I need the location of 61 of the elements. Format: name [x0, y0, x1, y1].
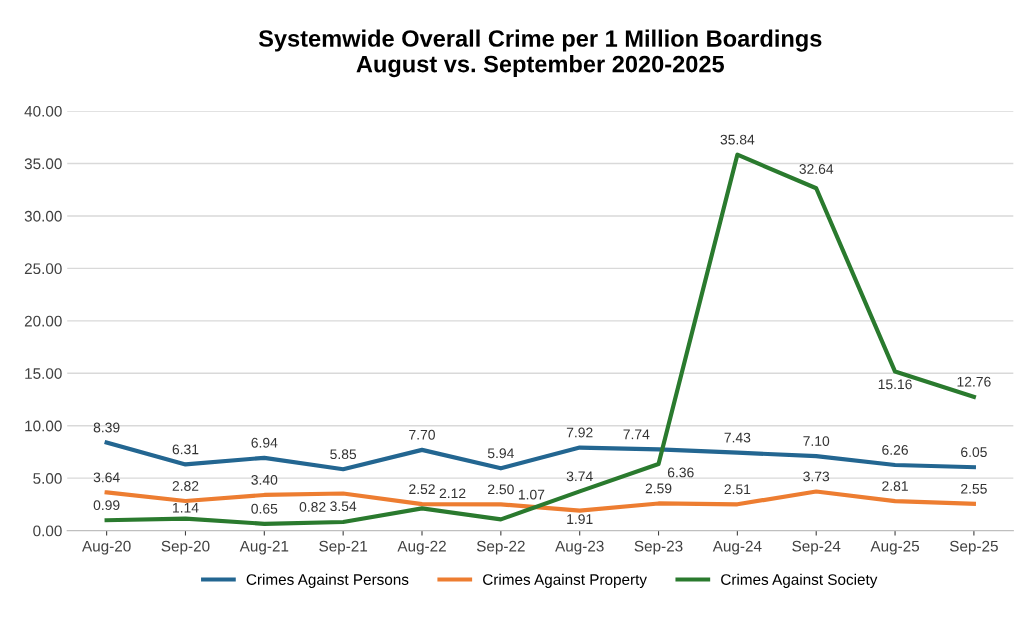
data-label: 2.81 — [882, 481, 908, 491]
data-label: 12.76 — [957, 376, 991, 387]
y-tick-label: 5.00 — [33, 473, 62, 484]
data-label: 3.40 — [251, 474, 278, 485]
data-label: 0.65 — [251, 503, 278, 514]
data-label: 3.54 — [330, 501, 357, 512]
x-tick-label: Sep-20 — [161, 540, 210, 555]
data-label: 6.26 — [882, 444, 908, 455]
y-tick-label: 20.00 — [24, 315, 62, 327]
x-tick-label: Aug-22 — [397, 540, 446, 555]
data-label: 0.99 — [93, 500, 120, 511]
x-tick-label: Aug-20 — [82, 540, 131, 555]
legend-label: Crimes Against Society — [721, 573, 878, 588]
data-label: 5.85 — [330, 449, 357, 460]
data-label: 15.16 — [878, 379, 912, 390]
data-label: 7.74 — [623, 429, 650, 440]
legend-label: Crimes Against Property — [483, 573, 647, 588]
x-tick-label: Sep-22 — [476, 540, 525, 555]
x-tick-label: Aug-23 — [555, 540, 604, 555]
data-label: 7.43 — [724, 432, 751, 443]
data-label: 2.12 — [439, 488, 466, 499]
data-label: 7.92 — [566, 427, 593, 438]
data-label: 1.07 — [518, 489, 545, 500]
data-label: 3.64 — [93, 472, 120, 483]
y-tick-label: 15.00 — [25, 368, 62, 379]
data-label: 6.94 — [251, 437, 278, 448]
data-label: 1.91 — [567, 514, 593, 525]
x-tick-label: Sep-23 — [634, 540, 683, 555]
y-tick-label: 0.00 — [33, 525, 62, 537]
y-tick-label: 30.00 — [24, 210, 62, 222]
data-label: 3.74 — [566, 471, 593, 482]
data-label: 32.64 — [799, 164, 834, 174]
data-label: 5.94 — [487, 448, 514, 459]
data-label: 6.36 — [667, 467, 694, 478]
data-label: 2.51 — [724, 484, 751, 495]
y-tick-label: 10.00 — [25, 420, 62, 432]
data-label: 2.52 — [409, 484, 435, 495]
y-tick-label: 40.00 — [24, 105, 62, 117]
y-tick-label: 35.00 — [24, 158, 62, 170]
data-label: 1.14 — [173, 502, 199, 513]
x-tick-label: Sep-24 — [792, 540, 841, 555]
data-label: 6.05 — [961, 447, 987, 457]
data-label: 2.55 — [961, 483, 987, 494]
data-label: 0.82 — [299, 502, 326, 512]
legend-label: Crimes Against Persons — [246, 573, 409, 588]
x-tick-label: Aug-25 — [870, 540, 920, 555]
data-label: 6.31 — [172, 444, 199, 455]
x-tick-label: Aug-21 — [239, 540, 289, 555]
data-label: 7.10 — [803, 436, 830, 446]
data-label: 8.39 — [93, 422, 120, 433]
x-tick-label: Aug-24 — [712, 540, 762, 555]
y-tick-label: 25.00 — [24, 263, 62, 275]
x-tick-label: Sep-25 — [949, 540, 998, 555]
data-label: 2.59 — [645, 483, 672, 494]
x-tick-label: Sep-21 — [319, 540, 368, 555]
data-label: 35.84 — [720, 134, 755, 145]
data-label: 7.70 — [409, 429, 435, 440]
chart-title: Systemwide Overall Crime per 1 Million Boardings August vs. September 2020-2025 — [258, 29, 822, 78]
data-label: 2.50 — [488, 484, 514, 495]
data-label: 3.73 — [803, 471, 830, 482]
data-label: 2.82 — [172, 481, 199, 491]
